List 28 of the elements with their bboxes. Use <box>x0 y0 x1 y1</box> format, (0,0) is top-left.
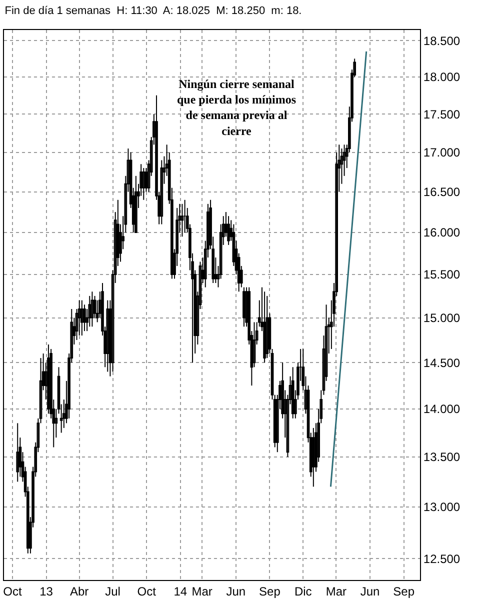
x-tick-label: Sep <box>259 584 281 598</box>
y-tick-label: 12.500 <box>423 552 460 566</box>
y-tick-label: 17.500 <box>423 107 460 122</box>
y-tick-label: 14.000 <box>423 402 460 416</box>
x-tick-label: Sep <box>393 584 415 598</box>
y-tick-label: 17.000 <box>423 146 460 160</box>
y-tick-label: 16.000 <box>423 226 460 240</box>
x-tick-label: Jun <box>360 584 380 598</box>
y-tick-label: 18.000 <box>423 70 460 84</box>
y-tick-label: 15.500 <box>423 268 460 282</box>
y-tick-label: 15.000 <box>423 310 460 325</box>
x-tick-label: Oct <box>137 584 157 598</box>
x-tick-label: 14 <box>174 584 188 598</box>
y-tick-label: 16.500 <box>423 185 460 200</box>
x-tick-label: Mar <box>192 584 212 598</box>
x-tick-label: Abr <box>70 584 89 598</box>
y-tick-label: 18.500 <box>423 34 460 48</box>
y-tick-label: 13.000 <box>423 500 460 514</box>
y-tick-label: 14.500 <box>423 356 460 370</box>
x-tick-label: Jul <box>105 584 120 598</box>
x-tick-label: 13 <box>40 584 54 598</box>
x-tick-label: Jun <box>226 584 246 598</box>
x-tick-label: Mar <box>326 584 347 598</box>
x-tick-label: Dic <box>294 584 312 598</box>
x-tick-label: Oct <box>3 584 22 598</box>
y-tick-label: 13.500 <box>423 450 460 464</box>
chart-title: Fin de día 1 semanas H: 11:30 A: 18.025 M: 18.250 m: 18. <box>4 4 302 17</box>
annotation: Ningún cierre semanal que pierda los mínimos de semana previa al cierre <box>177 77 296 138</box>
